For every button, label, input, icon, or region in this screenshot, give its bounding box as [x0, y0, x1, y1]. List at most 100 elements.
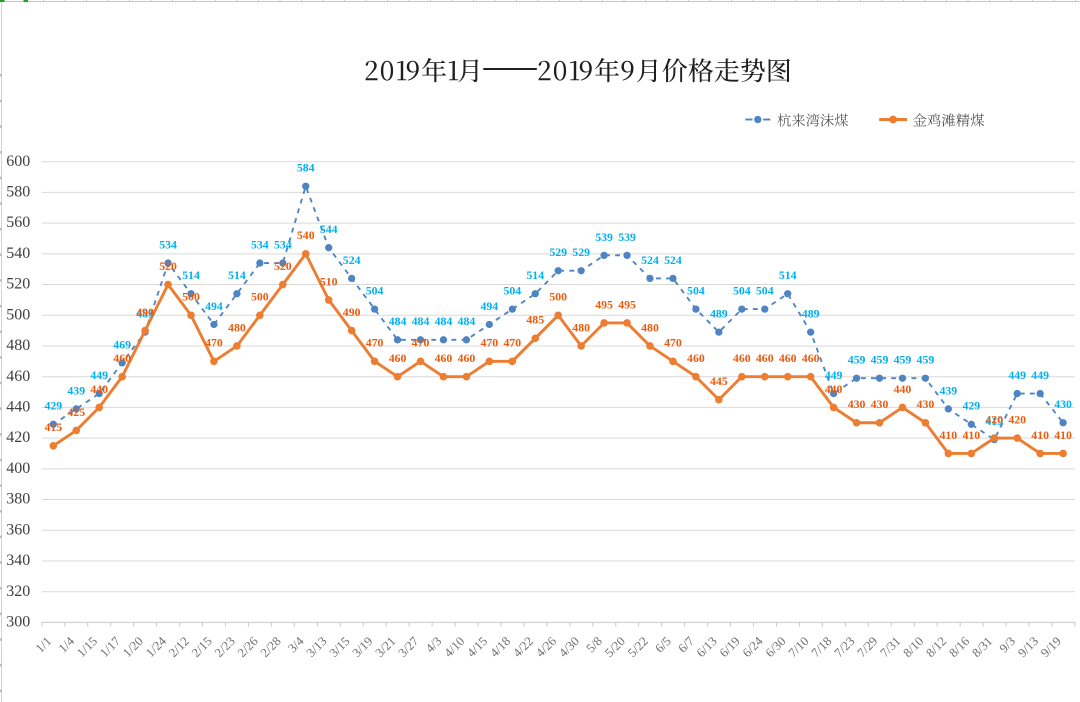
svg-text:484: 484 — [435, 314, 453, 328]
svg-text:460: 460 — [6, 368, 30, 385]
svg-text:445: 445 — [710, 374, 728, 388]
svg-text:489: 489 — [136, 307, 154, 321]
svg-text:520: 520 — [159, 259, 177, 273]
svg-text:514: 514 — [182, 268, 200, 282]
svg-text:600: 600 — [6, 153, 30, 170]
svg-text:540: 540 — [297, 228, 315, 242]
svg-text:410: 410 — [1031, 428, 1049, 442]
svg-text:449: 449 — [825, 368, 843, 382]
svg-text:459: 459 — [917, 353, 935, 367]
svg-text:380: 380 — [6, 491, 30, 508]
svg-text:500: 500 — [6, 306, 30, 323]
svg-text:440: 440 — [90, 382, 108, 396]
svg-text:430: 430 — [1054, 397, 1072, 411]
svg-text:544: 544 — [320, 222, 338, 236]
svg-text:420: 420 — [6, 429, 30, 446]
svg-text:534: 534 — [274, 237, 292, 251]
svg-text:449: 449 — [1008, 368, 1026, 382]
svg-text:494: 494 — [205, 299, 223, 313]
svg-text:410: 410 — [939, 428, 957, 442]
svg-text:529: 529 — [572, 245, 590, 259]
svg-text:459: 459 — [848, 353, 866, 367]
svg-text:539: 539 — [618, 230, 636, 244]
svg-text:524: 524 — [641, 253, 659, 267]
svg-text:500: 500 — [251, 290, 269, 304]
svg-text:440: 440 — [6, 399, 30, 416]
svg-text:470: 470 — [503, 336, 521, 350]
svg-text:514: 514 — [779, 268, 797, 282]
svg-text:460: 460 — [733, 351, 751, 365]
svg-text:320: 320 — [6, 583, 30, 600]
svg-text:440: 440 — [894, 382, 912, 396]
svg-text:484: 484 — [458, 314, 476, 328]
svg-text:420: 420 — [1008, 413, 1026, 427]
svg-text:485: 485 — [526, 313, 544, 327]
svg-text:539: 539 — [595, 230, 613, 244]
svg-text:540: 540 — [6, 245, 30, 262]
svg-text:425: 425 — [67, 405, 85, 419]
svg-text:504: 504 — [687, 284, 705, 298]
svg-text:460: 460 — [113, 351, 131, 365]
svg-text:484: 484 — [412, 314, 430, 328]
svg-text:419: 419 — [985, 414, 1003, 428]
svg-text:480: 480 — [228, 320, 246, 334]
svg-text:504: 504 — [756, 284, 774, 298]
svg-text:460: 460 — [802, 351, 820, 365]
svg-text:495: 495 — [595, 297, 613, 311]
svg-text:430: 430 — [917, 397, 935, 411]
svg-text:449: 449 — [90, 368, 108, 382]
svg-text:490: 490 — [136, 305, 154, 319]
svg-text:430: 430 — [848, 397, 866, 411]
svg-text:429: 429 — [962, 399, 980, 413]
svg-text:440: 440 — [825, 382, 843, 396]
svg-text:520: 520 — [6, 276, 30, 293]
svg-text:524: 524 — [343, 253, 361, 267]
svg-text:469: 469 — [113, 337, 131, 351]
svg-text:520: 520 — [274, 259, 292, 273]
svg-text:470: 470 — [412, 336, 430, 350]
svg-text:495: 495 — [618, 297, 636, 311]
svg-text:340: 340 — [6, 552, 30, 569]
svg-text:460: 460 — [458, 351, 476, 365]
svg-text:420: 420 — [985, 413, 1003, 427]
svg-text:524: 524 — [664, 253, 682, 267]
svg-text:500: 500 — [549, 290, 567, 304]
svg-text:480: 480 — [572, 320, 590, 334]
svg-text:459: 459 — [894, 353, 912, 367]
svg-text:460: 460 — [435, 351, 453, 365]
svg-text:529: 529 — [549, 245, 567, 259]
svg-text:470: 470 — [205, 336, 223, 350]
svg-text:534: 534 — [251, 237, 269, 251]
svg-text:429: 429 — [44, 399, 62, 413]
svg-text:534: 534 — [159, 237, 177, 251]
svg-text:504: 504 — [733, 284, 751, 298]
svg-text:439: 439 — [939, 383, 957, 397]
svg-text:514: 514 — [228, 268, 246, 282]
svg-text:484: 484 — [389, 314, 407, 328]
svg-text:480: 480 — [641, 320, 659, 334]
svg-text:500: 500 — [182, 290, 200, 304]
svg-text:480: 480 — [6, 337, 30, 354]
svg-text:514: 514 — [526, 268, 544, 282]
svg-text:504: 504 — [503, 284, 521, 298]
svg-text:415: 415 — [44, 420, 62, 434]
svg-text:470: 470 — [664, 336, 682, 350]
svg-text:449: 449 — [1031, 368, 1049, 382]
svg-text:460: 460 — [687, 351, 705, 365]
svg-text:504: 504 — [366, 284, 384, 298]
svg-text:494: 494 — [480, 299, 498, 313]
svg-text:490: 490 — [343, 305, 361, 319]
svg-text:400: 400 — [6, 460, 30, 477]
svg-text:584: 584 — [297, 161, 315, 175]
svg-text:460: 460 — [389, 351, 407, 365]
svg-text:580: 580 — [6, 184, 30, 201]
svg-text:410: 410 — [1054, 428, 1072, 442]
svg-text:489: 489 — [710, 307, 728, 321]
svg-text:410: 410 — [962, 428, 980, 442]
svg-text:460: 460 — [756, 351, 774, 365]
svg-text:560: 560 — [6, 214, 30, 231]
svg-text:460: 460 — [779, 351, 797, 365]
svg-text:459: 459 — [871, 353, 889, 367]
svg-text:430: 430 — [871, 397, 889, 411]
svg-text:360: 360 — [6, 521, 30, 538]
